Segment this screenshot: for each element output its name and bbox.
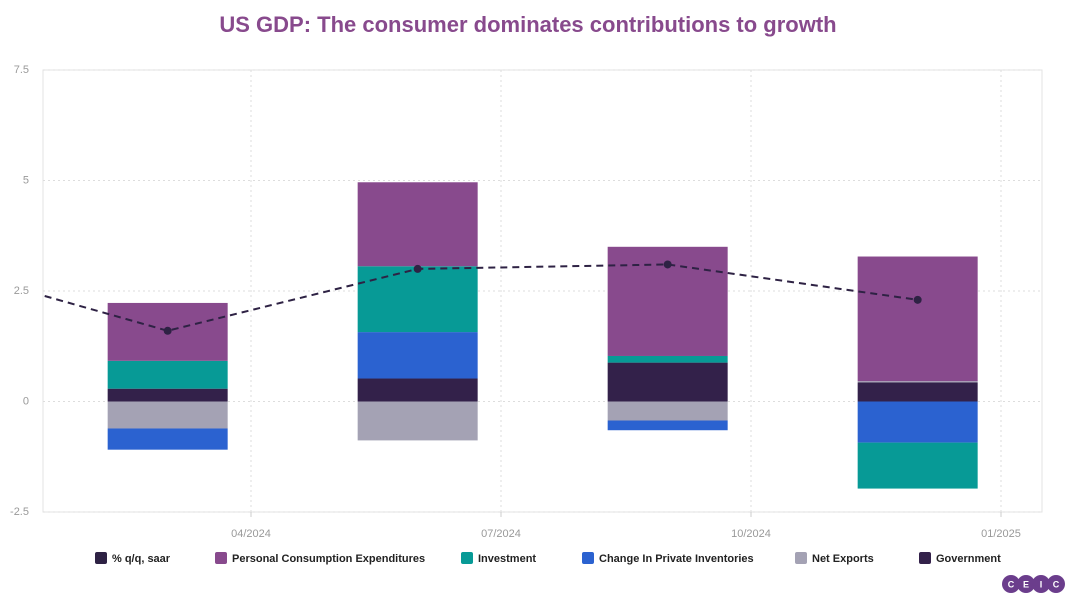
point [413, 264, 422, 273]
bar [107, 401, 228, 429]
legend-label: % q/q, saar [112, 553, 171, 565]
x-tick-label: 07/2024 [481, 528, 521, 540]
legend-swatch [95, 552, 107, 564]
y-tick-label: 7.5 [14, 64, 29, 76]
bar [357, 332, 478, 379]
x-tick-label: 01/2025 [981, 528, 1021, 540]
bar [857, 442, 978, 489]
y-tick-label: 0 [23, 395, 29, 407]
chart-title: US GDP: The consumer dominates contribut… [219, 12, 836, 37]
bar [857, 401, 978, 443]
logo-circle [1002, 575, 1020, 593]
legend-swatch [215, 552, 227, 564]
logo-letter: C [1053, 579, 1060, 589]
y-tick-label: -2.5 [10, 506, 29, 518]
legend-label: Net Exports [812, 553, 874, 565]
bar [357, 401, 478, 441]
logo-circle [1032, 575, 1050, 593]
plot [43, 182, 978, 489]
bar [357, 182, 478, 267]
legend-label: Investment [478, 553, 536, 565]
logo-circle [1047, 575, 1065, 593]
logo-letter: C [1008, 579, 1015, 589]
logo-circle [1017, 575, 1035, 593]
point [163, 326, 172, 335]
legend-swatch [795, 552, 807, 564]
x-tick-label: 10/2024 [731, 528, 771, 540]
logo-letter: I [1040, 579, 1043, 589]
legend-label: Change In Private Inventories [599, 553, 754, 565]
bar [107, 388, 228, 402]
bar [857, 382, 978, 402]
x-tick-label: 04/2024 [231, 528, 271, 540]
bar [607, 420, 728, 431]
y-tick-label: 2.5 [14, 285, 29, 297]
bar [357, 266, 478, 333]
bar [357, 378, 478, 402]
legend-label: Government [936, 553, 1001, 565]
bar [857, 381, 978, 383]
legend-swatch [582, 552, 594, 564]
bar [107, 428, 228, 450]
logo-letter: E [1023, 579, 1029, 589]
legend-swatch [461, 552, 473, 564]
bar [857, 256, 978, 382]
bar [607, 355, 728, 363]
point [913, 295, 922, 304]
bar [107, 360, 228, 389]
y-tick-label: 5 [23, 174, 29, 186]
point [663, 260, 672, 269]
bar [607, 362, 728, 402]
legend-swatch [919, 552, 931, 564]
bar [607, 401, 728, 421]
legend-label: Personal Consumption Expenditures [232, 553, 425, 565]
